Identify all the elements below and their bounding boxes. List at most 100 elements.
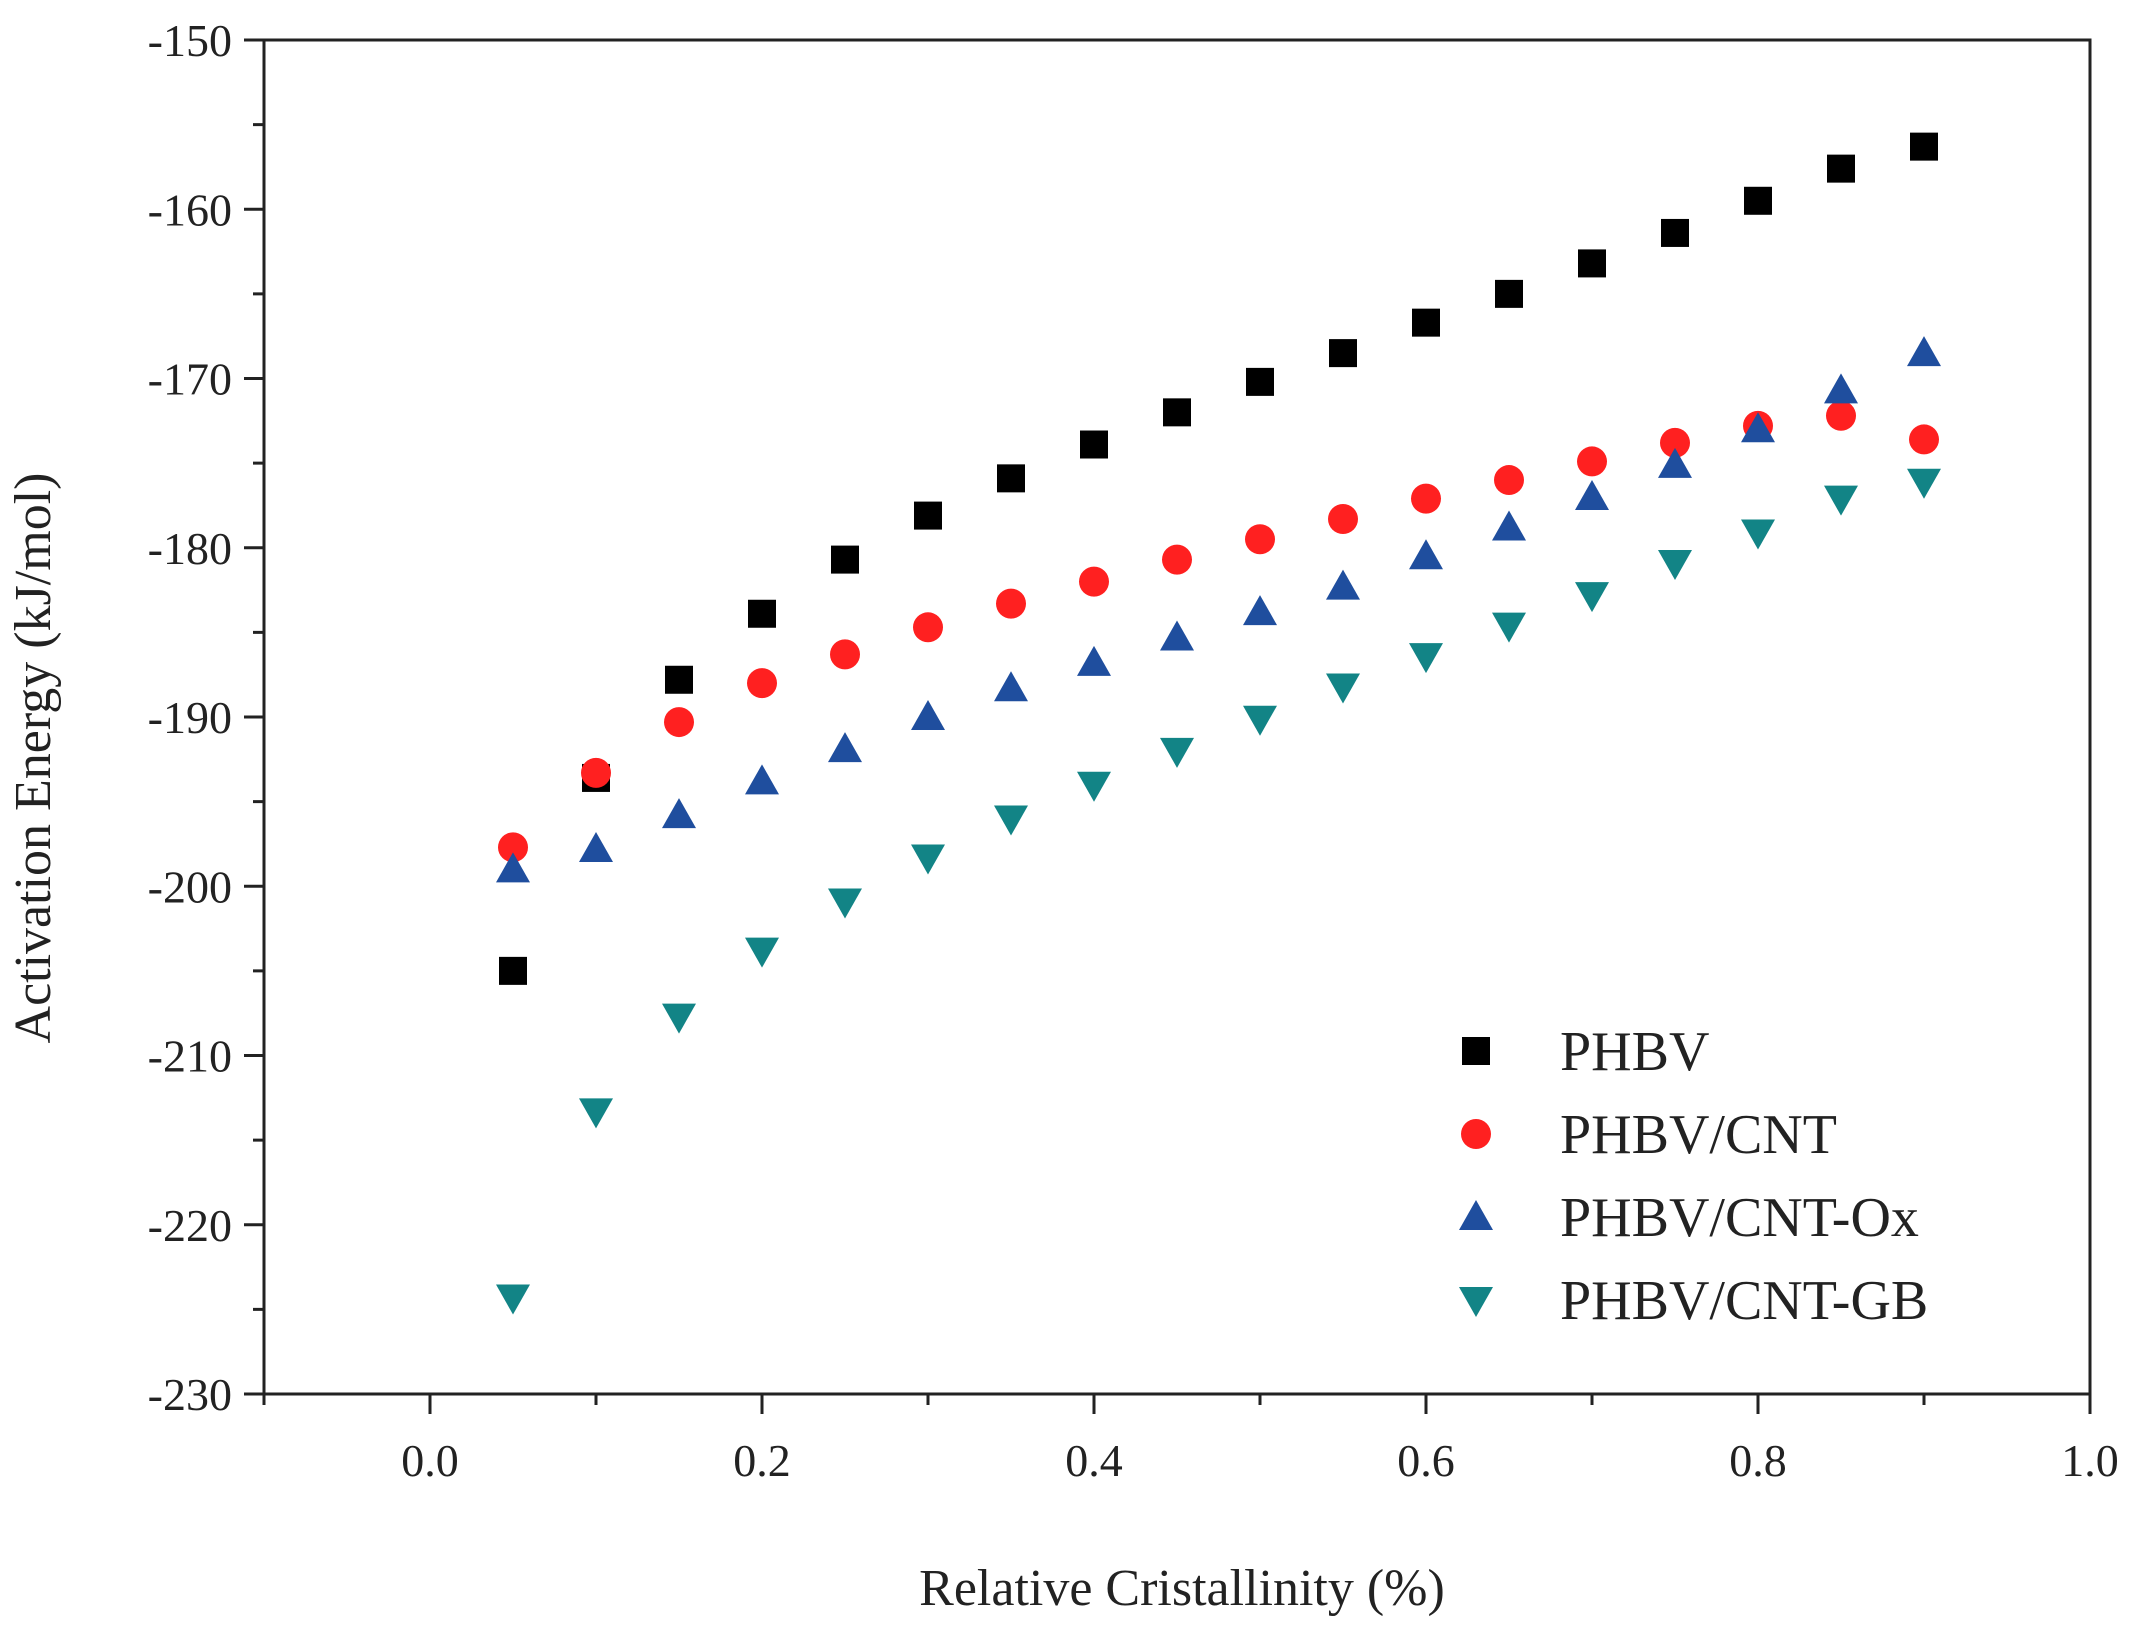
legend-marker [1462,1037,1490,1065]
data-point [579,1098,613,1129]
data-point [831,545,859,574]
data-point [1411,483,1441,514]
data-point [1660,427,1690,458]
x-tick-label: 0.8 [1729,1435,1787,1486]
x-tick-label: 0.6 [1397,1435,1455,1486]
data-point [496,852,530,883]
legend-marker [1459,1200,1493,1230]
y-tick-label: -170 [148,354,232,405]
data-point [1661,218,1689,247]
data-point [911,700,945,730]
x-tick-label: 0.2 [733,1435,791,1486]
data-point [830,639,860,670]
data-point [1246,367,1274,396]
data-point [1909,424,1939,455]
y-tick-label: -200 [148,861,232,912]
data-point [581,757,611,788]
y-tick-label: -210 [148,1031,232,1082]
data-point [913,612,943,643]
y-tick-label: -220 [148,1200,232,1251]
legend-label: PHBV/CNT [1560,1104,1837,1166]
legend-label: PHBV/CNT-Ox [1560,1187,1919,1249]
data-point [1160,620,1194,651]
data-point [1328,503,1358,534]
data-point [1326,569,1360,600]
data-point [1326,673,1360,704]
legend-item: PHBV/CNT [1461,1104,1837,1166]
data-point [1077,645,1111,676]
legend-item: PHBV/CNT-Ox [1459,1187,1919,1249]
series-phbv-cnt [498,400,1939,863]
legend-label: PHBV [1560,1021,1709,1083]
data-point [1575,479,1609,510]
y-tick-label: -180 [148,523,232,574]
data-point [1494,465,1524,496]
data-point [748,599,776,628]
data-point [662,1003,696,1034]
x-tick-label: 0.0 [401,1435,459,1486]
data-point [1826,400,1856,431]
legend-label: PHBV/CNT-GB [1560,1270,1928,1332]
data-point [1329,339,1357,368]
data-point [1824,373,1858,404]
data-point [1827,154,1855,183]
data-point [1907,336,1941,367]
data-point [496,1284,530,1315]
data-point [1245,524,1275,555]
data-point [1907,468,1941,499]
data-point [1824,485,1858,516]
data-point [1162,544,1192,575]
data-point [1080,430,1108,459]
data-point [996,588,1026,619]
data-point [499,956,527,985]
data-point [828,888,862,919]
data-point [1577,446,1607,477]
x-tick-label: 0.4 [1065,1435,1123,1486]
y-tick-label: -160 [148,184,232,235]
legend-marker [1459,1287,1493,1317]
data-point [745,764,779,795]
data-point [1575,582,1609,613]
data-point [1409,643,1443,674]
data-point [1163,398,1191,427]
y-tick-label: -230 [148,1369,232,1420]
data-point [1495,279,1523,308]
data-point [1741,412,1775,443]
data-point [498,832,528,863]
data-point [745,937,779,968]
data-point [1079,566,1109,597]
data-point [665,665,693,694]
data-point [664,707,694,738]
data-point [1578,249,1606,278]
data-point [747,668,777,699]
data-point [1409,539,1443,570]
x-axis-title: Relative Cristallinity (%) [919,1560,1445,1617]
data-point [1412,308,1440,337]
data-point [1910,132,1938,161]
x-tick-label: 1.0 [2061,1435,2119,1486]
legend-marker [1461,1119,1491,1149]
data-point [579,832,613,863]
data-point [1077,771,1111,802]
data-point [1243,705,1277,736]
data-point [994,805,1028,836]
data-point [994,671,1028,702]
data-point [1492,510,1526,541]
y-tick-label: -150 [148,15,232,66]
series-phbv [499,132,1938,985]
data-point [997,464,1025,493]
data-point [1243,595,1277,626]
data-point [914,501,942,530]
data-point [1741,519,1775,550]
data-point [1658,447,1692,478]
data-point [1160,737,1194,768]
legend-item: PHBV [1462,1021,1709,1083]
series-phbv-cnt-gb [496,468,1941,1315]
y-tick-label: -190 [148,692,232,743]
legend-item: PHBV/CNT-GB [1459,1270,1928,1332]
data-point [1492,612,1526,643]
y-axis-title: Activation Energy (kJ/mol) [5,473,62,1044]
data-point [662,798,696,829]
